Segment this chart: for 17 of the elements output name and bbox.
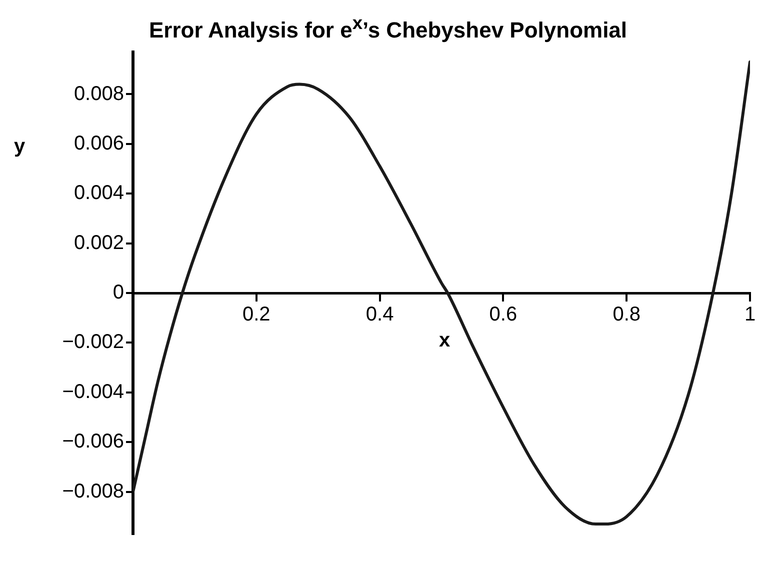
x-tick-label: 0.8 <box>612 304 641 326</box>
chart-title: Error Analysis for e$^{x}$’s Chebyshev Polynomial <box>148 11 628 42</box>
x-tick-label: 0.6 <box>489 304 518 326</box>
y-tick-label: 0.004 <box>74 182 124 204</box>
y-tick-label: −0.002 <box>62 331 124 354</box>
x-axis-title: x <box>438 330 450 352</box>
x-tick-label: 1 <box>744 304 756 326</box>
y-axis-title: y <box>14 135 26 158</box>
y-tick-label: −0.006 <box>62 430 124 453</box>
y-tick-label: 0.002 <box>74 232 124 254</box>
y-tick-label: 0.008 <box>74 82 124 105</box>
y-tick-label: 0 <box>112 282 124 304</box>
x-tick-label: 0.4 <box>366 304 394 326</box>
y-tick-label: −0.004 <box>62 380 124 403</box>
y-tick-label: 0.006 <box>74 132 124 154</box>
x-tick-label: 0.2 <box>242 304 270 326</box>
y-tick-label: −0.008 <box>62 480 124 502</box>
